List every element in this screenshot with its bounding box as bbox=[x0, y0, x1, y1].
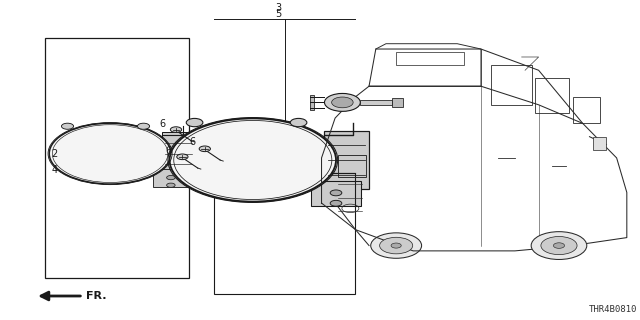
Circle shape bbox=[166, 175, 175, 180]
Bar bbox=[45, 38, 189, 278]
Bar bbox=[593, 137, 607, 150]
Circle shape bbox=[170, 118, 336, 202]
Text: 5: 5 bbox=[275, 9, 282, 20]
Circle shape bbox=[531, 232, 587, 260]
Text: 2: 2 bbox=[51, 148, 58, 159]
Circle shape bbox=[49, 123, 171, 184]
Circle shape bbox=[324, 93, 360, 111]
Circle shape bbox=[380, 237, 413, 254]
Bar bbox=[396, 52, 464, 65]
Circle shape bbox=[541, 236, 577, 255]
Bar bbox=[324, 131, 369, 189]
Bar bbox=[152, 169, 189, 187]
Bar bbox=[535, 78, 569, 113]
Circle shape bbox=[332, 97, 353, 108]
Bar bbox=[573, 97, 600, 124]
Circle shape bbox=[330, 190, 342, 196]
Circle shape bbox=[177, 154, 188, 160]
Text: 6: 6 bbox=[165, 146, 172, 156]
Circle shape bbox=[330, 200, 342, 206]
Circle shape bbox=[291, 118, 307, 127]
Bar bbox=[360, 100, 392, 105]
Circle shape bbox=[61, 123, 74, 129]
Bar bbox=[491, 65, 532, 105]
Circle shape bbox=[166, 183, 175, 187]
Circle shape bbox=[554, 243, 564, 248]
Text: 3: 3 bbox=[275, 3, 282, 13]
Text: 6: 6 bbox=[189, 137, 195, 148]
Bar bbox=[214, 173, 355, 294]
Text: THR4B0810: THR4B0810 bbox=[588, 305, 637, 314]
Bar bbox=[311, 181, 361, 206]
Circle shape bbox=[138, 123, 150, 129]
Text: 4: 4 bbox=[51, 164, 58, 175]
Text: FR.: FR. bbox=[86, 291, 107, 301]
Bar bbox=[310, 95, 314, 109]
Bar bbox=[339, 155, 365, 177]
Text: 6: 6 bbox=[159, 118, 165, 129]
Circle shape bbox=[391, 243, 401, 248]
Circle shape bbox=[186, 118, 203, 127]
Bar bbox=[162, 132, 195, 175]
Bar bbox=[392, 98, 403, 107]
Circle shape bbox=[199, 146, 211, 152]
Circle shape bbox=[170, 127, 182, 132]
Circle shape bbox=[371, 233, 422, 258]
